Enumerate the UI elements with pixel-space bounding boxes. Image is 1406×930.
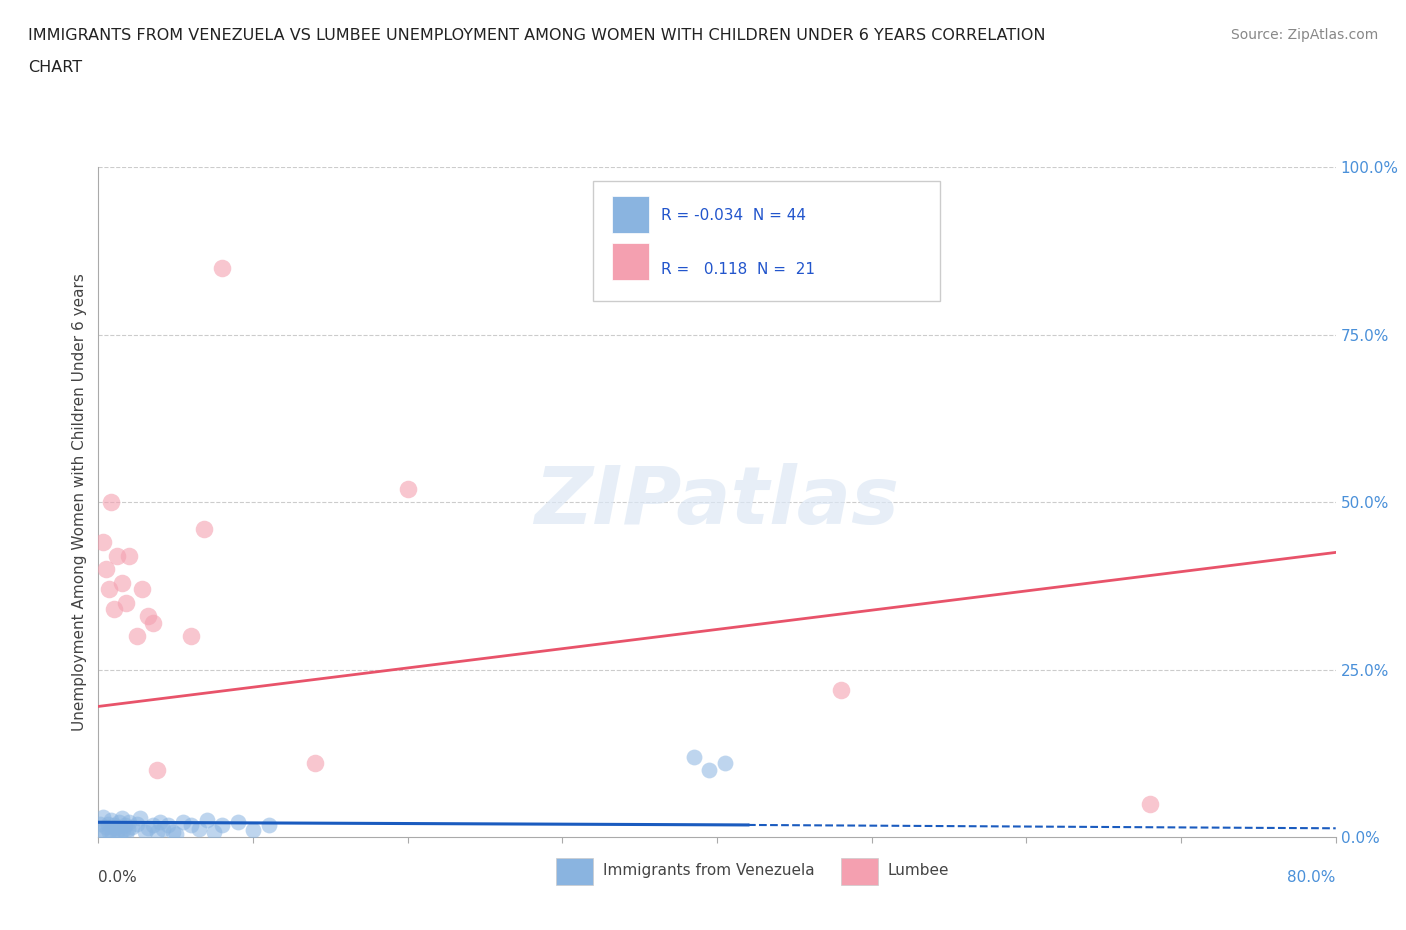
Point [107,815,129,830]
Text: IMMIGRANTS FROM VENEZUELA VS LUMBEE UNEMPLOYMENT AMONG WOMEN WITH CHILDREN UNDER: IMMIGRANTS FROM VENEZUELA VS LUMBEE UNEM… [28,28,1046,43]
Point [89,817,111,831]
Bar [841,858,877,885]
Point [103,602,125,617]
Point [131,582,153,597]
Point [101,827,124,842]
Point [112,823,135,838]
Point [180,629,202,644]
Point [91,809,114,824]
Point [118,549,141,564]
Point [211,260,233,275]
Point [172,815,194,830]
Point [152,821,174,836]
Bar [557,858,593,885]
Point [96,819,118,834]
Point [100,495,122,510]
Point [188,821,211,836]
Point [830,683,852,698]
Point [121,819,143,834]
Point [149,815,172,830]
Point [146,824,169,839]
Point [226,815,249,830]
Point [117,821,139,836]
Point [111,575,132,590]
Point [108,826,131,841]
Point [129,811,152,826]
Point [242,823,264,838]
Bar [612,243,650,280]
Point [104,821,127,836]
Point [111,811,132,826]
Point [136,820,159,835]
Point [211,817,233,832]
Point [304,756,326,771]
Point [141,817,165,832]
Y-axis label: Unemployment Among Women with Children Under 6 years: Unemployment Among Women with Children U… [72,273,87,731]
Point [157,817,180,832]
Point [96,562,118,577]
Point [683,750,706,764]
Point [180,817,202,832]
Text: 80.0%: 80.0% [1288,870,1336,884]
Point [118,815,141,830]
Point [699,763,721,777]
Text: R = -0.034  N = 44: R = -0.034 N = 44 [661,208,807,223]
Text: R =   0.118  N =  21: R = 0.118 N = 21 [661,261,815,277]
Point [98,824,121,839]
Point [257,817,280,832]
Point [127,629,149,644]
Point [162,824,184,839]
Point [141,616,165,631]
Point [204,824,226,839]
Point [105,824,128,839]
Point [193,522,215,537]
Point [97,817,120,831]
Point [90,823,112,838]
Text: Source: ZipAtlas.com: Source: ZipAtlas.com [1230,28,1378,42]
Point [396,482,419,497]
Point [195,813,218,828]
Point [98,582,121,597]
Point [103,817,125,832]
Point [127,817,149,831]
Bar [593,180,939,301]
Point [146,763,169,777]
Text: 0.0%: 0.0% [98,870,138,884]
Point [115,595,138,610]
Text: ZIPatlas: ZIPatlas [534,463,900,541]
Bar [612,196,650,232]
Point [105,549,128,564]
Point [714,756,737,771]
Point [93,826,115,841]
Text: CHART: CHART [28,60,82,75]
Point [134,824,156,839]
Point [136,608,159,623]
Text: Lumbee: Lumbee [887,863,949,878]
Point [165,826,187,841]
Text: Immigrants from Venezuela: Immigrants from Venezuela [603,863,815,878]
Point [100,813,122,828]
Point [1139,796,1161,811]
Point [114,817,136,832]
Point [115,827,138,842]
Point [91,535,114,550]
